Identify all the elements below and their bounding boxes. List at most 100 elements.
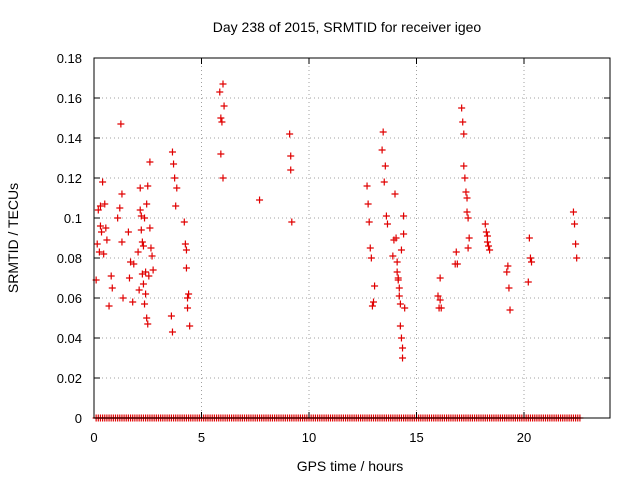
data-point xyxy=(458,104,466,112)
data-point xyxy=(436,274,444,282)
data-point xyxy=(286,130,294,138)
data-point xyxy=(220,102,228,110)
data-point xyxy=(287,152,295,160)
y-tick-label: 0.1 xyxy=(64,211,82,226)
data-point xyxy=(136,184,144,192)
data-point xyxy=(182,264,190,272)
data-point xyxy=(463,194,471,202)
data-point xyxy=(287,166,295,174)
data-point xyxy=(368,302,376,310)
data-point xyxy=(130,260,138,268)
data-point xyxy=(371,282,379,290)
data-point xyxy=(184,294,192,302)
data-point xyxy=(173,184,181,192)
x-tick-label: 10 xyxy=(302,430,316,445)
data-point xyxy=(573,254,581,262)
data-point xyxy=(147,244,155,252)
data-point xyxy=(571,220,579,228)
data-point xyxy=(168,328,176,336)
data-point xyxy=(526,254,534,262)
data-point xyxy=(482,228,490,236)
data-point xyxy=(103,236,111,244)
data-point xyxy=(96,222,104,230)
data-point xyxy=(184,304,192,312)
data-point xyxy=(434,292,442,300)
data-point xyxy=(125,274,133,282)
data-point xyxy=(381,162,389,170)
data-point xyxy=(129,298,137,306)
data-point xyxy=(219,80,227,88)
y-tick-label: 0.18 xyxy=(57,51,82,66)
y-tick-label: 0 xyxy=(75,411,82,426)
data-point xyxy=(459,118,467,126)
data-point xyxy=(144,320,152,328)
data-point xyxy=(144,182,152,190)
data-point xyxy=(524,278,532,286)
data-point xyxy=(139,280,147,288)
x-tick-label: 15 xyxy=(409,430,423,445)
x-axis-label: GPS time / hours xyxy=(297,458,404,474)
data-point xyxy=(186,322,194,330)
data-point xyxy=(171,174,179,182)
y-tick-label: 0.12 xyxy=(57,171,82,186)
data-point xyxy=(138,238,146,246)
data-point xyxy=(393,268,401,276)
data-point xyxy=(96,202,104,210)
data-point xyxy=(363,182,371,190)
data-point xyxy=(436,296,444,304)
data-point xyxy=(505,284,513,292)
data-point xyxy=(146,158,154,166)
data-point xyxy=(137,226,145,234)
data-point xyxy=(148,252,156,260)
data-point xyxy=(397,246,405,254)
data-point xyxy=(182,246,190,254)
data-point xyxy=(485,242,493,250)
data-point xyxy=(506,306,514,314)
data-point xyxy=(503,268,511,276)
data-point xyxy=(504,262,512,270)
data-point xyxy=(100,250,108,258)
data-point xyxy=(167,312,175,320)
data-points xyxy=(92,80,584,422)
data-point xyxy=(396,322,404,330)
axis-ticks xyxy=(93,57,610,419)
data-point xyxy=(146,224,154,232)
data-point xyxy=(380,178,388,186)
data-point xyxy=(395,292,403,300)
data-point xyxy=(483,232,491,240)
data-point xyxy=(481,220,489,228)
data-point xyxy=(364,200,372,208)
data-point xyxy=(170,160,178,168)
data-point xyxy=(397,334,405,342)
data-point xyxy=(136,206,144,214)
data-point xyxy=(393,258,401,266)
data-point xyxy=(94,206,102,214)
data-point xyxy=(486,246,494,254)
y-axis-label: SRMTID / TECUs xyxy=(5,183,21,293)
data-point xyxy=(181,240,189,248)
data-point xyxy=(460,130,468,138)
y-tick-label: 0.04 xyxy=(57,331,82,346)
data-point xyxy=(382,212,390,220)
data-point xyxy=(217,114,225,122)
data-point xyxy=(370,298,377,306)
x-tick-label: 0 xyxy=(90,430,97,445)
data-point xyxy=(141,300,149,308)
y-tick-label: 0.16 xyxy=(57,91,82,106)
data-point xyxy=(365,218,373,226)
data-point xyxy=(572,240,580,248)
data-point xyxy=(483,238,491,246)
data-point xyxy=(119,294,127,302)
data-point xyxy=(116,204,124,212)
data-point xyxy=(216,88,224,96)
data-point xyxy=(391,190,399,198)
data-point xyxy=(118,190,126,198)
data-point xyxy=(399,344,407,352)
grid-lines xyxy=(94,58,610,418)
data-point xyxy=(107,272,115,280)
data-point xyxy=(379,128,387,136)
tick-labels: 0 5 10 15 20 0 0.02 0.04 0.06 0.08 0.1 0.12 0.14 0.16… xyxy=(57,51,532,445)
data-point xyxy=(395,284,403,292)
data-point xyxy=(462,188,470,196)
